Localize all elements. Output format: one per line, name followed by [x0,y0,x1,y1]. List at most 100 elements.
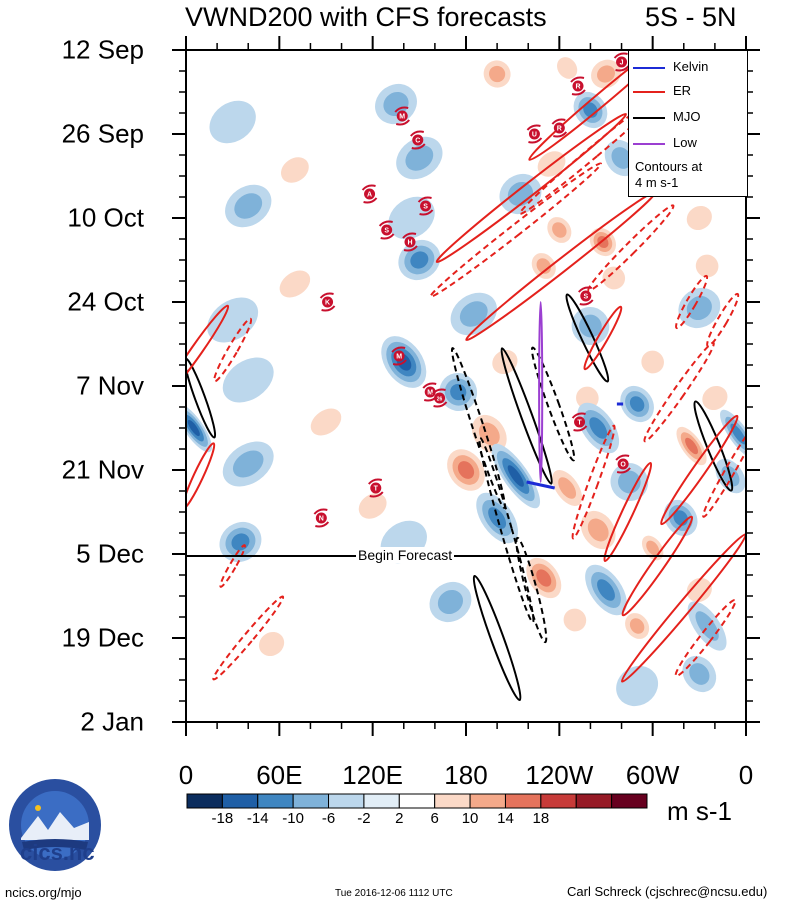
hurricane-icon [615,454,631,474]
chart-title: VWND200 with CFS forecasts [185,2,547,32]
hurricane-icon [570,76,586,96]
field-blob-level [686,295,712,321]
field-blob-36 [693,377,736,419]
y-tick-label: 19 Dec [61,622,144,653]
storm-dot [528,128,540,140]
colorbar-swatch [504,793,542,809]
er-contour [528,50,678,161]
storm-dot [572,80,584,92]
colorbar-tick-label: 2 [395,810,404,827]
colorbar-swatch [221,793,259,809]
legend-item-mjo: MJO [633,109,700,124]
colorbar-swatch [363,793,400,809]
field-blob-24 [207,297,259,343]
field-blob-50 [476,492,518,544]
field-blob-40 [577,402,620,454]
hurricane-icon [417,196,434,216]
colorbar-tick-label: 10 [461,810,479,827]
y-tick-label: 10 Oct [67,202,144,233]
colorbar-tick-label: -18 [211,810,234,827]
field-blob-44 [441,443,491,497]
field-blob-level [347,651,399,697]
footer-url[interactable]: ncics.org/mjo [5,885,82,900]
storm-label: S [583,294,588,301]
hurricane-icon [431,388,448,408]
low-line-icon [633,142,665,145]
field-blob-level [207,297,259,343]
field-blob-1 [550,50,584,87]
storm-marker: S [578,286,594,306]
colorbar-swatch [575,793,613,809]
storm-label: A [367,192,372,199]
field-blob-level [602,266,626,290]
hurricane-icon [313,508,330,528]
field-blob-level [576,386,599,410]
storm-label: H [407,240,412,247]
storm-dot [322,296,334,308]
storm-marker: R [570,76,586,96]
field-blob-14 [225,184,272,228]
logo-text: cics.nc [20,840,95,865]
field-blob-level [558,477,577,499]
storm-dot [420,200,432,212]
hurricane-icon [551,118,568,138]
storm-marker: U [526,124,543,144]
er-contour [706,292,740,348]
field-blob-62 [620,607,654,645]
y-tick-label: 12 Sep [61,34,144,65]
contour-note: Contours at 4 m s-1 [635,159,703,190]
colorbar-swatch [186,793,223,809]
field-blob-9 [396,136,443,180]
field-blob-level [457,461,475,479]
field-blob-level [557,57,578,79]
chart-region: 5S - 5N [645,2,737,32]
field-blob-level [689,663,710,685]
field-blob-level [459,301,488,327]
field-blob-28 [306,320,362,368]
field-blob-level [405,145,434,171]
storm-marker: O [615,454,631,474]
field-blob-level [437,589,464,615]
hurricane-icon [368,478,384,498]
field-blob-58 [585,564,627,616]
colorbar-tick-label: -10 [282,810,304,827]
axis-ticks [172,36,760,736]
storm-marker: J [613,52,630,72]
hurricane-icon [410,130,426,150]
er-contour [213,317,253,383]
field-blob-56 [253,555,305,601]
field-blob-level [589,417,608,439]
storm-marker: N [313,508,330,528]
mjo-contour [186,357,217,439]
er-contour [675,274,709,330]
field-blob-18 [678,197,721,239]
field-blob-level [587,518,609,542]
field-blob-level [306,320,362,368]
hurricane-icon [571,412,588,432]
storm-dot [616,56,628,68]
storm-marker: M [394,106,410,126]
field-blob-13 [499,173,542,215]
field-blob-level [232,450,264,478]
field-blob-level [536,569,552,587]
units-label: m s-1 [667,796,732,826]
legend-item-kelvin: Kelvin [633,59,708,74]
legend-item-low: Low [633,135,697,150]
hurricane-icon [394,106,410,126]
y-tick-label: 2 Jan [80,706,144,737]
field-blob-4 [573,91,608,129]
colorbar-tick-label: -14 [246,810,269,827]
x-tick-label: 0 [738,760,754,790]
mjo-contour [500,347,553,485]
mjo-contour [515,536,548,644]
storm-dot [580,290,592,302]
field-blob-level [552,222,567,238]
colorbar-swatch [469,793,506,809]
field-blob-level [686,577,712,603]
storm-marker: A [361,184,378,204]
er-contour [674,599,737,677]
er-contour [603,462,653,562]
storm-marker: T [571,412,588,432]
field-blob-level [209,100,256,144]
field-blob-49 [349,484,396,528]
